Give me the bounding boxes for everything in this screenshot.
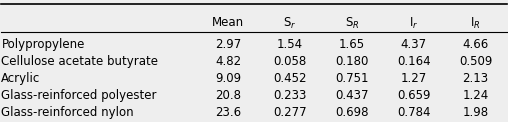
- Text: 0.437: 0.437: [335, 89, 369, 102]
- Text: 2.13: 2.13: [463, 72, 489, 85]
- Text: 0.509: 0.509: [459, 55, 492, 68]
- Text: 4.66: 4.66: [463, 38, 489, 51]
- Text: 0.698: 0.698: [335, 106, 369, 119]
- Text: 1.98: 1.98: [463, 106, 489, 119]
- Text: 0.058: 0.058: [273, 55, 307, 68]
- Text: 0.751: 0.751: [335, 72, 369, 85]
- Text: 9.09: 9.09: [215, 72, 241, 85]
- Text: Mean: Mean: [212, 16, 244, 29]
- Text: 1.65: 1.65: [339, 38, 365, 51]
- Text: Cellulose acetate butyrate: Cellulose acetate butyrate: [2, 55, 158, 68]
- Text: 0.784: 0.784: [397, 106, 431, 119]
- Text: 0.164: 0.164: [397, 55, 431, 68]
- Text: 0.659: 0.659: [397, 89, 431, 102]
- Text: 1.24: 1.24: [463, 89, 489, 102]
- Text: Glass-reinforced polyester: Glass-reinforced polyester: [2, 89, 157, 102]
- Text: Glass-reinforced nylon: Glass-reinforced nylon: [2, 106, 134, 119]
- Text: I$_R$: I$_R$: [470, 16, 481, 31]
- Text: Acrylic: Acrylic: [2, 72, 41, 85]
- Text: 1.27: 1.27: [401, 72, 427, 85]
- Text: S$_R$: S$_R$: [345, 16, 359, 31]
- Text: 0.452: 0.452: [273, 72, 307, 85]
- Text: 0.277: 0.277: [273, 106, 307, 119]
- Text: 4.82: 4.82: [215, 55, 241, 68]
- Text: 23.6: 23.6: [215, 106, 241, 119]
- Text: 0.180: 0.180: [335, 55, 369, 68]
- Text: I$_r$: I$_r$: [409, 16, 419, 31]
- Text: 20.8: 20.8: [215, 89, 241, 102]
- Text: 1.54: 1.54: [277, 38, 303, 51]
- Text: 2.97: 2.97: [215, 38, 241, 51]
- Text: 4.37: 4.37: [401, 38, 427, 51]
- Text: 0.233: 0.233: [273, 89, 307, 102]
- Text: S$_r$: S$_r$: [283, 16, 297, 31]
- Text: Polypropylene: Polypropylene: [2, 38, 85, 51]
